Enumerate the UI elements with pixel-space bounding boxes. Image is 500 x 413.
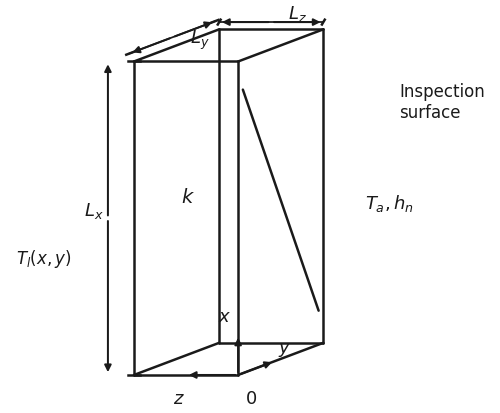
Text: $k$: $k$	[182, 187, 196, 206]
Text: $L_x$: $L_x$	[84, 201, 103, 221]
Text: $T_l(x,y)$: $T_l(x,y)$	[16, 248, 72, 270]
Text: Inspection
surface: Inspection surface	[399, 83, 485, 122]
Text: $0$: $0$	[245, 389, 258, 407]
Text: $L_y$: $L_y$	[190, 29, 210, 52]
Text: $T_a,h_n$: $T_a,h_n$	[365, 192, 414, 213]
Text: $x$: $x$	[218, 307, 231, 325]
Text: $y$: $y$	[278, 340, 291, 358]
Text: $L_z$: $L_z$	[288, 4, 307, 24]
Text: $z$: $z$	[173, 389, 185, 407]
